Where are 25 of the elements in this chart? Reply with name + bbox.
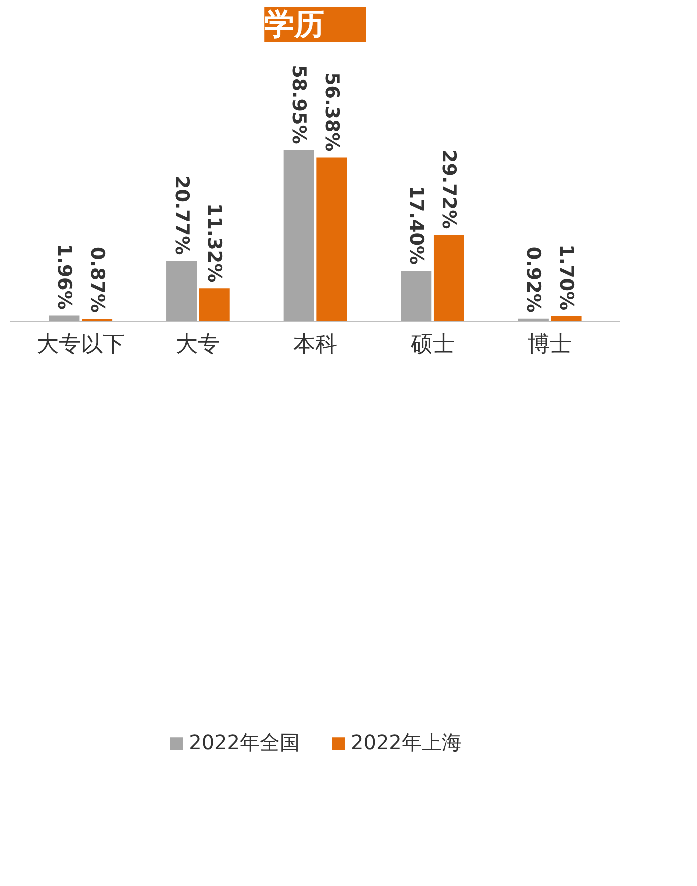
data-label: 17.40%: [405, 186, 428, 265]
data-label: 1.70%: [556, 244, 578, 311]
data-label: 0.92%: [522, 246, 545, 313]
bar: [284, 150, 314, 322]
legend-label: 2022年上海: [351, 730, 462, 757]
data-label: 11.32%: [204, 203, 226, 283]
x-tick-label: 本科: [294, 332, 338, 358]
data-label: 58.95%: [288, 65, 310, 144]
data-label: 20.77%: [170, 176, 193, 256]
x-tick-label: 大专以下: [36, 332, 125, 358]
bar: [316, 158, 348, 322]
bar: [551, 316, 582, 322]
chart-title: 学历: [264, 8, 325, 42]
bar: [434, 235, 464, 322]
x-tick-label: 博士: [528, 332, 572, 358]
data-label: 0.87%: [86, 247, 108, 313]
bar: [199, 288, 230, 322]
x-tick-label: 硕士: [410, 332, 455, 358]
x-tick-label: 大专: [176, 332, 220, 358]
bar: [166, 261, 198, 322]
data-label: 29.72%: [438, 150, 460, 230]
data-label: 56.38%: [320, 72, 343, 152]
bar: [401, 270, 432, 322]
data-label: 1.96%: [53, 244, 76, 310]
legend-label: 2022年全国: [189, 730, 300, 757]
